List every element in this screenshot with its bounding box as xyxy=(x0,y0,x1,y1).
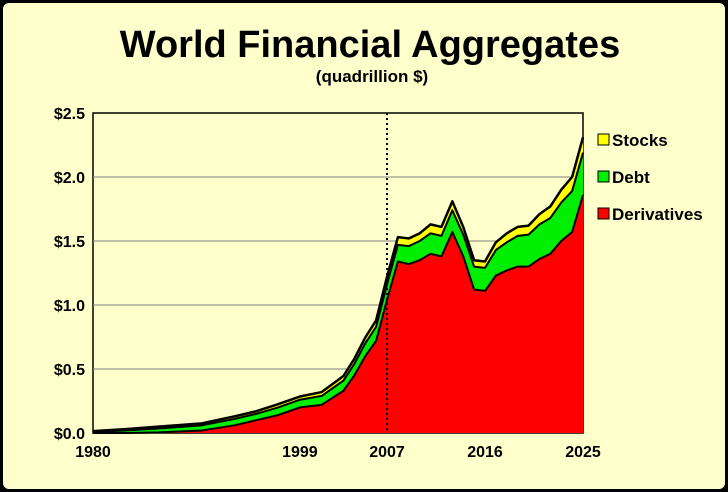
area-series xyxy=(92,113,585,434)
series-outline-debt xyxy=(92,152,584,433)
x-tick-label: 2025 xyxy=(565,444,601,461)
series-outline-derivatives xyxy=(93,194,584,434)
x-tick-label: 2007 xyxy=(369,444,405,461)
y-tick-label: $0.5 xyxy=(54,362,85,379)
legend: Stocks Debt Derivatives xyxy=(597,131,703,224)
y-tick-label: $2.0 xyxy=(54,170,85,187)
series-outline-stocks xyxy=(92,136,585,433)
legend-swatch-debt xyxy=(597,170,610,183)
legend-label-stocks: Stocks xyxy=(612,131,668,150)
chart-title: World Financial Aggregates xyxy=(120,24,620,66)
chart-subtitle: (quadrillion $) xyxy=(316,67,428,86)
y-tick-label: $2.5 xyxy=(54,106,85,123)
series-area-derivatives xyxy=(93,194,583,433)
legend-label-derivatives: Derivatives xyxy=(612,205,703,224)
y-tick-label: $0.0 xyxy=(54,426,85,443)
x-tick-label: 1999 xyxy=(282,444,318,461)
x-tick-label: 2016 xyxy=(467,444,503,461)
legend-swatch-derivatives xyxy=(597,207,610,220)
y-axis-ticks: $0.0 $0.5 $1.0 $1.5 $2.0 $2.5 xyxy=(54,106,85,443)
x-axis-ticks: 1980 1999 2007 2016 2025 xyxy=(75,444,601,461)
legend-label-debt: Debt xyxy=(612,168,650,187)
x-tick-label: 1980 xyxy=(75,444,111,461)
y-tick-label: $1.0 xyxy=(54,298,85,315)
y-tick-label: $1.5 xyxy=(54,234,85,251)
legend-swatch-stocks xyxy=(597,133,610,146)
